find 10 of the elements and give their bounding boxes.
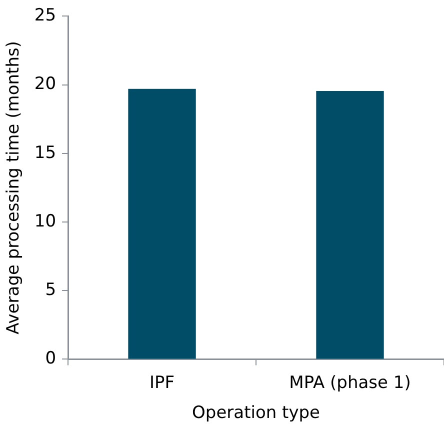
y-tick-label: 15 (34, 142, 56, 163)
y-axis-title: Average processing time (months) (4, 41, 24, 334)
y-tick-label: 0 (45, 348, 56, 369)
x-axis-title: Operation type (192, 403, 320, 424)
x-tick-label: MPA (phase 1) (289, 372, 411, 393)
y-tick-label: 25 (34, 6, 56, 26)
y-tick-label: 10 (34, 211, 56, 232)
y-tick-label: 5 (45, 280, 56, 300)
y-tick-label: 20 (34, 74, 56, 94)
x-tick-label: IPF (150, 372, 175, 393)
